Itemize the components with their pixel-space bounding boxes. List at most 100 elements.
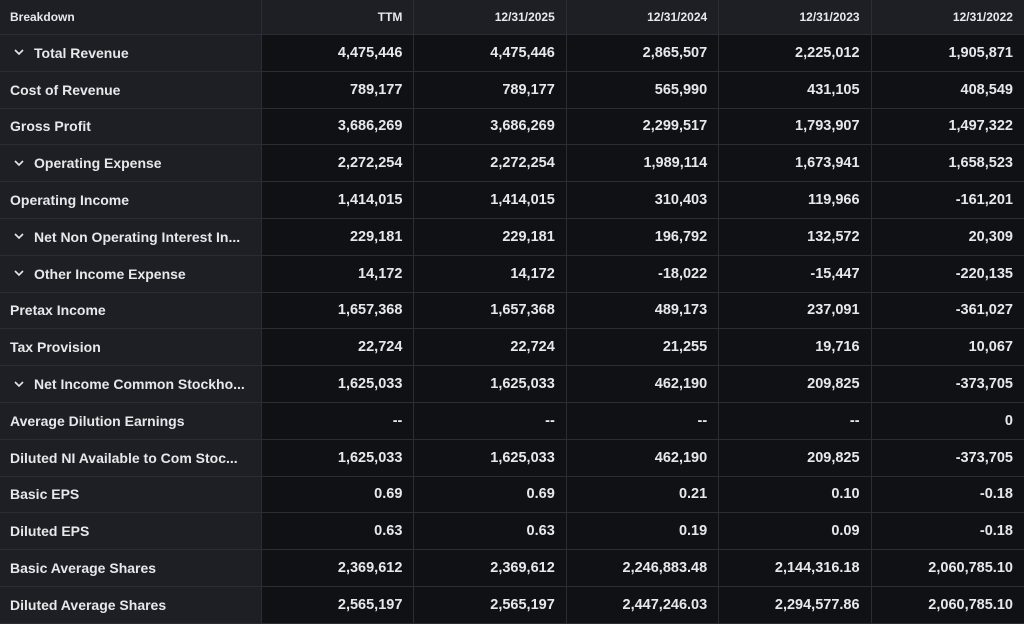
value-cell: 2,272,254 <box>262 145 415 182</box>
value-cell: 2,272,254 <box>414 145 567 182</box>
header-breakdown: Breakdown <box>0 0 262 34</box>
value-cell: 1,414,015 <box>262 182 415 218</box>
row-label-cell: Operating Income <box>0 182 262 218</box>
row-label-cell: Pretax Income <box>0 292 262 329</box>
value-cell: 462,190 <box>566 439 720 476</box>
value-cell: 21,255 <box>566 329 720 366</box>
row-label: Gross Profit <box>10 118 91 135</box>
value-cell: 0.19 <box>566 513 720 550</box>
value-cell: 3,686,269 <box>262 108 415 145</box>
value-cell: 10,067 <box>871 329 1024 366</box>
value-cell: 3,686,269 <box>414 108 567 145</box>
row-label: Operating Expense <box>34 155 162 172</box>
value-cell: -220,135 <box>871 255 1024 292</box>
row-label-cell[interactable]: Other Income Expense <box>0 255 262 292</box>
value-cell: 0.69 <box>262 476 415 513</box>
value-cell: 19,716 <box>719 329 872 366</box>
row-label-cell: Diluted EPS <box>0 513 262 550</box>
value-cell: 14,172 <box>262 255 415 292</box>
value-cell: 2,565,197 <box>414 586 567 623</box>
value-cell: -361,027 <box>871 292 1024 329</box>
row-label-cell[interactable]: Total Revenue <box>0 35 262 71</box>
value-cell: 229,181 <box>414 218 567 255</box>
table-body: Total Revenue 4,475,446 4,475,446 2,865,507… <box>0 35 1024 624</box>
row-label-cell[interactable]: Net Income Common Stockho... <box>0 366 262 402</box>
value-cell: 4,475,446 <box>262 35 415 71</box>
header-column-2023[interactable]: 12/31/2023 <box>719 0 872 34</box>
value-cell: -373,705 <box>871 366 1024 402</box>
value-cell: 789,177 <box>262 71 415 108</box>
row-label-cell: Basic Average Shares <box>0 550 262 586</box>
value-cell: 1,414,015 <box>414 182 567 218</box>
table-row: Average Dilution Earnings -- -- -- -- 0 <box>0 402 1024 440</box>
value-cell: -373,705 <box>871 439 1024 476</box>
table-row[interactable]: Net Income Common Stockho... 1,625,033 1,6… <box>0 366 1024 403</box>
table-row: Diluted EPS 0.63 0.63 0.19 0.09 -0.18 <box>0 513 1024 551</box>
chevron-down-icon[interactable] <box>14 160 28 167</box>
row-label: Diluted EPS <box>10 523 90 540</box>
chevron-down-icon[interactable] <box>14 49 28 56</box>
value-cell: 1,793,907 <box>719 108 872 145</box>
value-cell: 1,673,941 <box>719 145 872 182</box>
table-row: Diluted Average Shares 2,565,197 2,565,197… <box>0 586 1024 624</box>
row-label: Other Income Expense <box>34 265 186 282</box>
value-cell: 20,309 <box>871 218 1024 255</box>
table-row[interactable]: Net Non Operating Interest In... 229,181 2… <box>0 218 1024 256</box>
value-cell: 431,105 <box>719 71 872 108</box>
row-label-cell[interactable]: Net Non Operating Interest In... <box>0 218 262 255</box>
value-cell: 2,369,612 <box>262 550 415 586</box>
value-cell: -- <box>719 402 872 439</box>
row-label: Basic EPS <box>10 486 80 503</box>
value-cell: 489,173 <box>566 292 720 329</box>
value-cell: -- <box>566 402 720 439</box>
row-label-cell[interactable]: Operating Expense <box>0 145 262 182</box>
value-cell: 408,549 <box>871 71 1024 108</box>
header-column-ttm[interactable]: TTM <box>262 0 415 34</box>
row-label-cell: Cost of Revenue <box>0 71 262 108</box>
value-cell: 0 <box>871 402 1024 439</box>
value-cell: 1,625,033 <box>262 439 415 476</box>
value-cell: 2,565,197 <box>262 586 415 623</box>
value-cell: 2,294,577.86 <box>719 586 872 623</box>
table-row: Gross Profit 3,686,269 3,686,269 2,299,517 1… <box>0 108 1024 146</box>
value-cell: 310,403 <box>566 182 720 218</box>
table-row: Operating Income 1,414,015 1,414,015 310,40… <box>0 182 1024 219</box>
header-column-2025[interactable]: 12/31/2025 <box>414 0 567 34</box>
row-label-cell: Tax Provision <box>0 329 262 366</box>
value-cell: 4,475,446 <box>414 35 567 71</box>
value-cell: 2,060,785.10 <box>871 550 1024 586</box>
row-label: Net Income Common Stockho... <box>34 376 245 393</box>
value-cell: 229,181 <box>262 218 415 255</box>
value-cell: -- <box>414 402 567 439</box>
table-row: Basic EPS 0.69 0.69 0.21 0.10 -0.18 <box>0 476 1024 514</box>
value-cell: 14,172 <box>414 255 567 292</box>
value-cell: 22,724 <box>262 329 415 366</box>
table-row: Diluted NI Available to Com Stoc... 1,625… <box>0 439 1024 477</box>
value-cell: 1,989,114 <box>566 145 720 182</box>
table-row[interactable]: Operating Expense 2,272,254 2,272,254 1,989… <box>0 145 1024 183</box>
value-cell: -15,447 <box>719 255 872 292</box>
header-column-2024[interactable]: 12/31/2024 <box>566 0 720 34</box>
row-label: Net Non Operating Interest In... <box>34 228 241 245</box>
row-label-cell: Diluted Average Shares <box>0 586 262 623</box>
chevron-down-icon[interactable] <box>14 233 28 240</box>
table-header-row: Breakdown TTM 12/31/2025 12/31/2024 12/3… <box>0 0 1024 35</box>
value-cell: 2,865,507 <box>566 35 720 71</box>
chevron-down-icon[interactable] <box>14 380 28 388</box>
value-cell: 1,625,033 <box>414 439 567 476</box>
chevron-down-icon[interactable] <box>14 270 28 277</box>
row-label-cell: Average Dilution Earnings <box>0 402 262 439</box>
header-column-2022[interactable]: 12/31/2022 <box>871 0 1024 34</box>
value-cell: -- <box>262 402 415 439</box>
value-cell: 0.10 <box>719 476 872 513</box>
table-row: Pretax Income 1,657,368 1,657,368 489,173 23… <box>0 292 1024 330</box>
table-row[interactable]: Total Revenue 4,475,446 4,475,446 2,865,507… <box>0 35 1024 72</box>
table-row: Tax Provision 22,724 22,724 21,255 19,716 10,… <box>0 329 1024 367</box>
row-label: Basic Average Shares <box>10 560 157 577</box>
value-cell: 1,497,322 <box>871 108 1024 145</box>
table-row[interactable]: Other Income Expense 14,172 14,172 -18,022-… <box>0 255 1024 293</box>
value-cell: -0.18 <box>871 476 1024 513</box>
value-cell: 565,990 <box>566 71 720 108</box>
row-label-cell: Diluted NI Available to Com Stoc... <box>0 439 262 476</box>
